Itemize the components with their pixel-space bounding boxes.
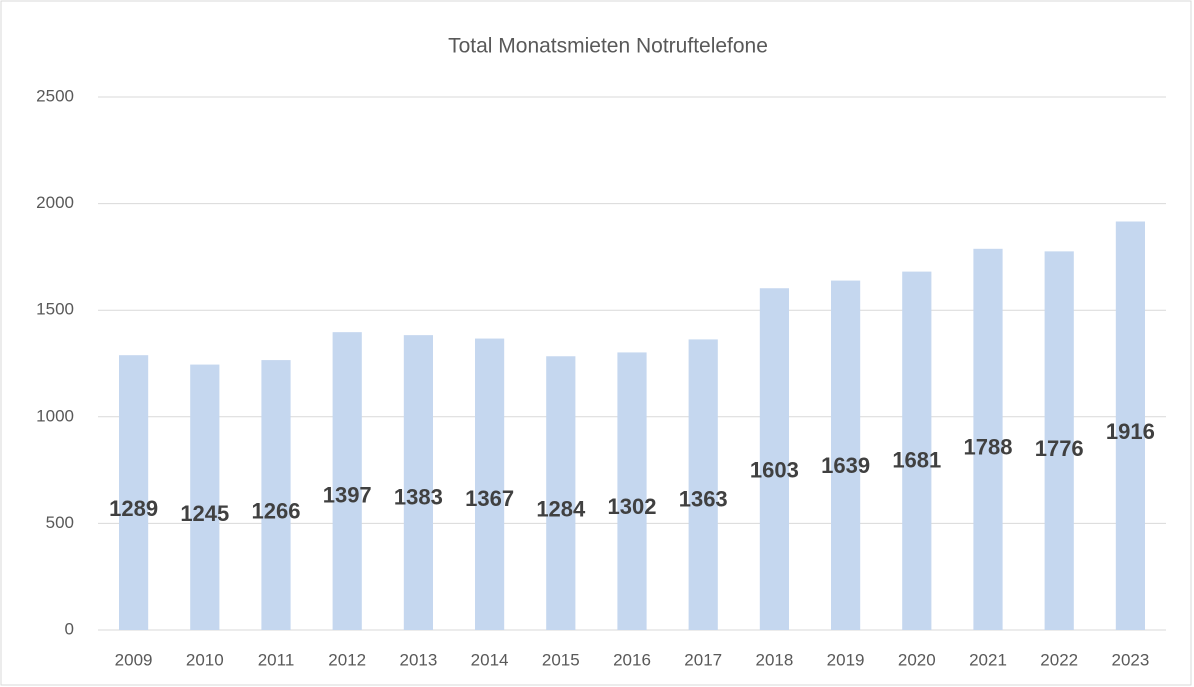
bar [973,248,1003,630]
y-tick-label: 2500 [36,86,74,105]
x-tick-label: 2014 [471,650,509,669]
bar [190,364,220,630]
x-tick-label: 2015 [542,650,580,669]
x-tick-label: 2021 [969,650,1007,669]
value-label: 1302 [608,494,657,519]
x-tick-label: 2023 [1111,650,1149,669]
value-label: 1289 [109,496,158,521]
x-tick-label: 2011 [258,650,295,669]
x-tick-label: 2012 [328,650,366,669]
value-label: 1681 [892,448,941,473]
bar [759,288,789,630]
value-label: 1383 [394,484,443,509]
bar [332,332,362,630]
value-label: 1367 [465,486,514,511]
y-tick-label: 1000 [36,406,74,425]
x-tick-label: 2019 [827,650,865,669]
bar [617,352,647,630]
y-tick-label: 500 [46,513,74,532]
value-label: 1788 [964,435,1013,460]
value-label: 1266 [252,499,301,524]
bar [261,360,291,630]
bar [1115,221,1145,631]
bar [831,280,861,630]
bar [902,271,932,630]
value-label: 1639 [821,453,870,478]
y-tick-label: 2000 [36,193,74,212]
value-label: 1776 [1035,436,1084,461]
value-label: 1363 [679,487,728,512]
value-label: 1284 [536,496,586,521]
bar [1044,251,1074,630]
x-tick-label: 2020 [898,650,936,669]
x-tick-label: 2018 [755,650,793,669]
value-label: 1916 [1106,419,1155,444]
value-label: 1603 [750,457,799,482]
bar [403,335,433,630]
x-tick-label: 2009 [115,650,153,669]
bar [688,339,718,630]
value-label: 1245 [180,501,229,526]
bar [475,338,505,630]
value-label: 1397 [323,483,372,508]
x-tick-label: 2016 [613,650,651,669]
x-tick-label: 2017 [684,650,722,669]
bar [119,355,149,630]
x-tick-label: 2010 [186,650,224,669]
chart-title: Total Monatsmieten Notruftelefone [448,35,768,58]
y-tick-label: 0 [65,619,74,638]
bar [546,356,576,630]
x-tick-label: 2022 [1040,650,1078,669]
x-tick-label: 2013 [399,650,437,669]
y-tick-label: 1500 [36,300,74,319]
